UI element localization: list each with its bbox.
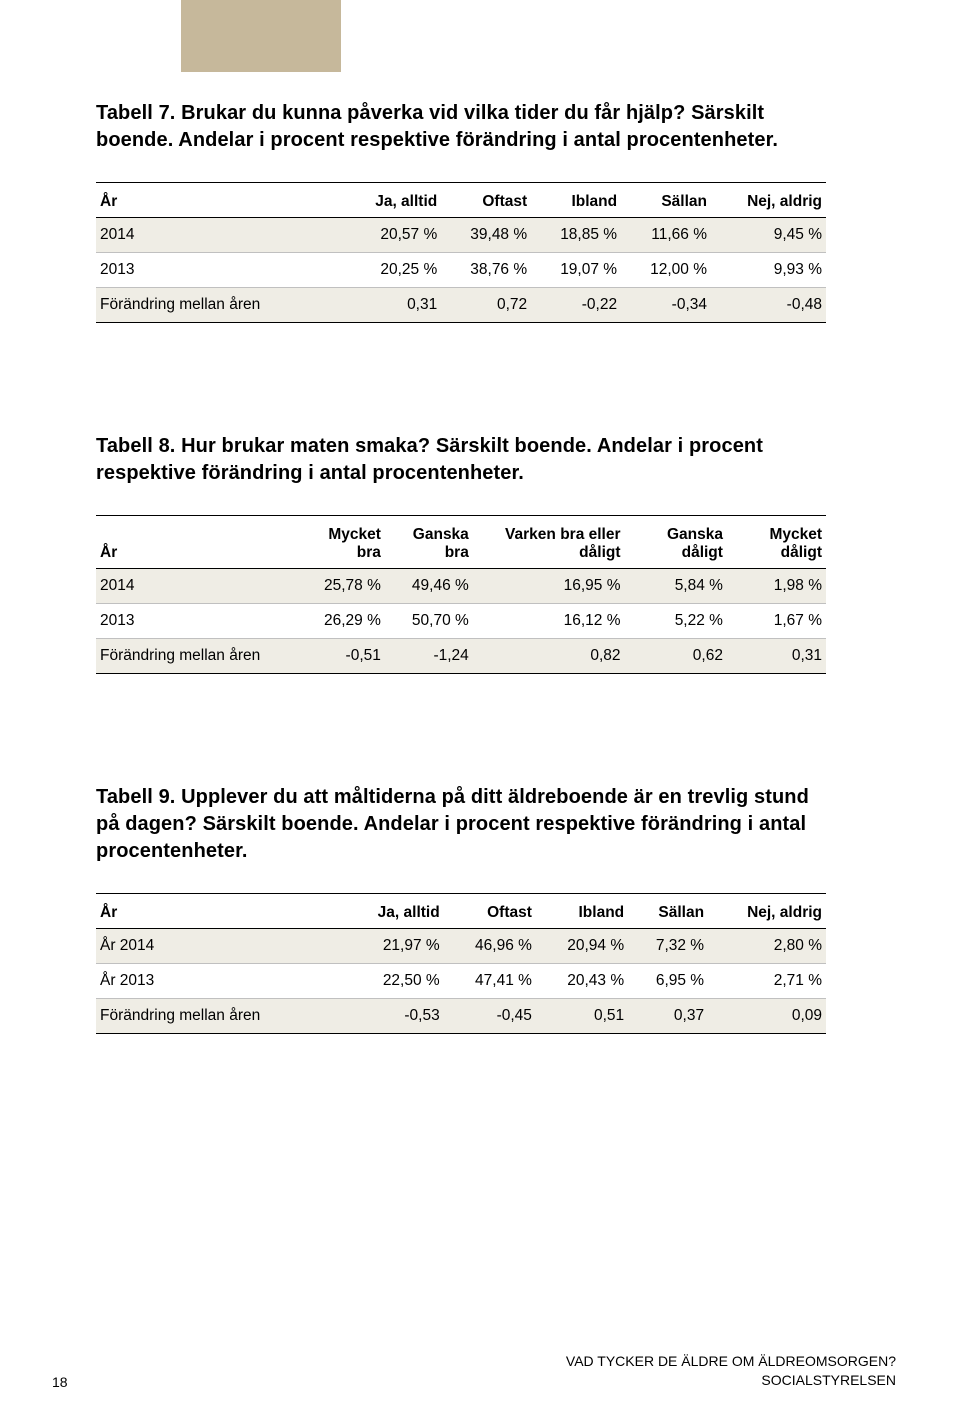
cell: 20,94 % [536,929,628,964]
cell: 20,43 % [536,964,628,999]
cell: 16,95 % [473,569,625,604]
row-label: 2013 [96,604,300,639]
cell: 0,62 [625,639,727,674]
table8-h-year: År [96,516,300,569]
cell: 1,98 % [727,569,826,604]
cell: 0,37 [628,999,708,1034]
cell: 39,48 % [441,218,531,253]
page-footer: 18 VAD TYCKER DE ÄLDRE OM ÄLDREOMSORGEN?… [0,1352,960,1390]
table8-title: Tabell 8. Hur brukar maten smaka? Särski… [96,433,826,487]
page-number: 18 [52,1374,68,1390]
cell: 0,51 [536,999,628,1034]
cell: -1,24 [385,639,473,674]
cell: 0,09 [708,999,826,1034]
table-row: 2014 20,57 % 39,48 % 18,85 % 11,66 % 9,4… [96,218,826,253]
cell: 9,45 % [711,218,826,253]
header-accent-block [181,0,341,72]
cell: 7,32 % [628,929,708,964]
table-row: Förändring mellan åren -0,51 -1,24 0,82 … [96,639,826,674]
cell: -0,48 [711,288,826,323]
cell: 2,80 % [708,929,826,964]
table7: År Ja, alltid Oftast Ibland Sällan Nej, … [96,182,826,323]
table7-h-year: År [96,183,344,218]
row-label: Förändring mellan åren [96,288,344,323]
table7-h-c2: Oftast [441,183,531,218]
cell: -0,22 [531,288,621,323]
cell: 49,46 % [385,569,473,604]
table7-title: Tabell 7. Brukar du kunna påverka vid vi… [96,100,826,154]
page: Tabell 7. Brukar du kunna påverka vid vi… [0,0,960,1418]
cell: 16,12 % [473,604,625,639]
cell: 20,25 % [344,253,441,288]
cell: -0,34 [621,288,711,323]
cell: 20,57 % [344,218,441,253]
table8-h-c1: Mycket bra [300,516,384,569]
row-label: 2014 [96,218,344,253]
cell: 19,07 % [531,253,621,288]
table9: År Ja, alltid Oftast Ibland Sällan Nej, … [96,893,826,1034]
cell: 26,29 % [300,604,384,639]
cell: 6,95 % [628,964,708,999]
cell: -0,51 [300,639,384,674]
cell: 0,31 [344,288,441,323]
cell: 46,96 % [444,929,536,964]
cell: 0,31 [727,639,826,674]
row-label: Förändring mellan åren [96,639,300,674]
cell: 2,71 % [708,964,826,999]
table7-h-c4: Sällan [621,183,711,218]
table-row: 2013 26,29 % 50,70 % 16,12 % 5,22 % 1,67… [96,604,826,639]
cell: -0,45 [444,999,536,1034]
footer-right: VAD TYCKER DE ÄLDRE OM ÄLDREOMSORGEN? SO… [566,1352,896,1390]
row-label: År 2013 [96,964,344,999]
table8-h-c2: Ganska bra [385,516,473,569]
cell: 11,66 % [621,218,711,253]
table7-h-c1: Ja, alltid [344,183,441,218]
cell: 50,70 % [385,604,473,639]
table-row: År 2013 22,50 % 47,41 % 20,43 % 6,95 % 2… [96,964,826,999]
table9-h-c1: Ja, alltid [344,894,444,929]
content-area: Tabell 7. Brukar du kunna påverka vid vi… [96,100,826,1034]
cell: 18,85 % [531,218,621,253]
footer-line2: SOCIALSTYRELSEN [566,1371,896,1390]
table9-title: Tabell 9. Upplever du att måltiderna på … [96,784,826,865]
table9-h-c2: Oftast [444,894,536,929]
cell: 5,84 % [625,569,727,604]
spacer [96,674,826,784]
cell: -0,53 [344,999,444,1034]
cell: 38,76 % [441,253,531,288]
cell: 1,67 % [727,604,826,639]
cell: 21,97 % [344,929,444,964]
table9-h-c4: Sällan [628,894,708,929]
table9-h-c3: Ibland [536,894,628,929]
table-row: 2013 20,25 % 38,76 % 19,07 % 12,00 % 9,9… [96,253,826,288]
row-label: 2014 [96,569,300,604]
table8: År Mycket bra Ganska bra Varken bra elle… [96,515,826,674]
spacer [96,323,826,433]
footer-line1: VAD TYCKER DE ÄLDRE OM ÄLDREOMSORGEN? [566,1352,896,1371]
row-label: Förändring mellan åren [96,999,344,1034]
row-label: År 2014 [96,929,344,964]
cell: 5,22 % [625,604,727,639]
cell: 22,50 % [344,964,444,999]
cell: 0,72 [441,288,531,323]
cell: 25,78 % [300,569,384,604]
table-row: Förändring mellan åren -0,53 -0,45 0,51 … [96,999,826,1034]
row-label: 2013 [96,253,344,288]
table9-h-c5: Nej, aldrig [708,894,826,929]
table7-h-c5: Nej, aldrig [711,183,826,218]
table8-h-c4: Ganska dåligt [625,516,727,569]
cell: 47,41 % [444,964,536,999]
table-row: År 2014 21,97 % 46,96 % 20,94 % 7,32 % 2… [96,929,826,964]
cell: 9,93 % [711,253,826,288]
table7-h-c3: Ibland [531,183,621,218]
cell: 0,82 [473,639,625,674]
table9-h-year: År [96,894,344,929]
table8-h-c3: Varken bra eller dåligt [473,516,625,569]
table-row: 2014 25,78 % 49,46 % 16,95 % 5,84 % 1,98… [96,569,826,604]
table-row: Förändring mellan åren 0,31 0,72 -0,22 -… [96,288,826,323]
cell: 12,00 % [621,253,711,288]
table8-h-c5: Mycket dåligt [727,516,826,569]
